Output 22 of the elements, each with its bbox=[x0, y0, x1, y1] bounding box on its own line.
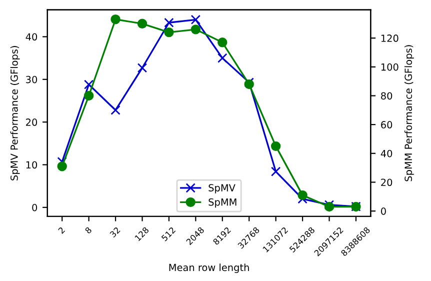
y-tick-label: 30 bbox=[26, 76, 38, 84]
y2-tick-label: 80 bbox=[381, 92, 392, 100]
y-tick-label: 0 bbox=[32, 204, 38, 212]
y-tick-label: 20 bbox=[26, 118, 38, 126]
x-tick-label: 8 bbox=[84, 226, 92, 234]
y2-tick-label: 20 bbox=[381, 178, 392, 186]
y-tick-label: 10 bbox=[26, 161, 38, 169]
x-tick-label: 32 bbox=[109, 226, 120, 238]
legend-label: SpMM bbox=[208, 198, 236, 208]
y2-tick-label: 40 bbox=[380, 150, 392, 158]
x-tick-label: 2 bbox=[58, 226, 66, 234]
x-axis-title: Mean row length bbox=[169, 264, 249, 274]
y2-axis-title: SpMM Performance (GFlops) bbox=[404, 45, 414, 182]
y2-tick-label: 60 bbox=[381, 121, 392, 128]
x-tick-label: 512 bbox=[161, 226, 176, 242]
y2-tick-label: 120 bbox=[381, 34, 398, 42]
legend-label: SpMV bbox=[208, 184, 236, 194]
y-tick-label: 40 bbox=[26, 33, 38, 41]
x-tick-label: 128 bbox=[134, 226, 150, 242]
y-axis-title: SpMV Performance (GFlops) bbox=[10, 46, 20, 180]
y2-tick-label: 100 bbox=[381, 63, 398, 71]
y2-tick-label: 0 bbox=[381, 208, 386, 215]
